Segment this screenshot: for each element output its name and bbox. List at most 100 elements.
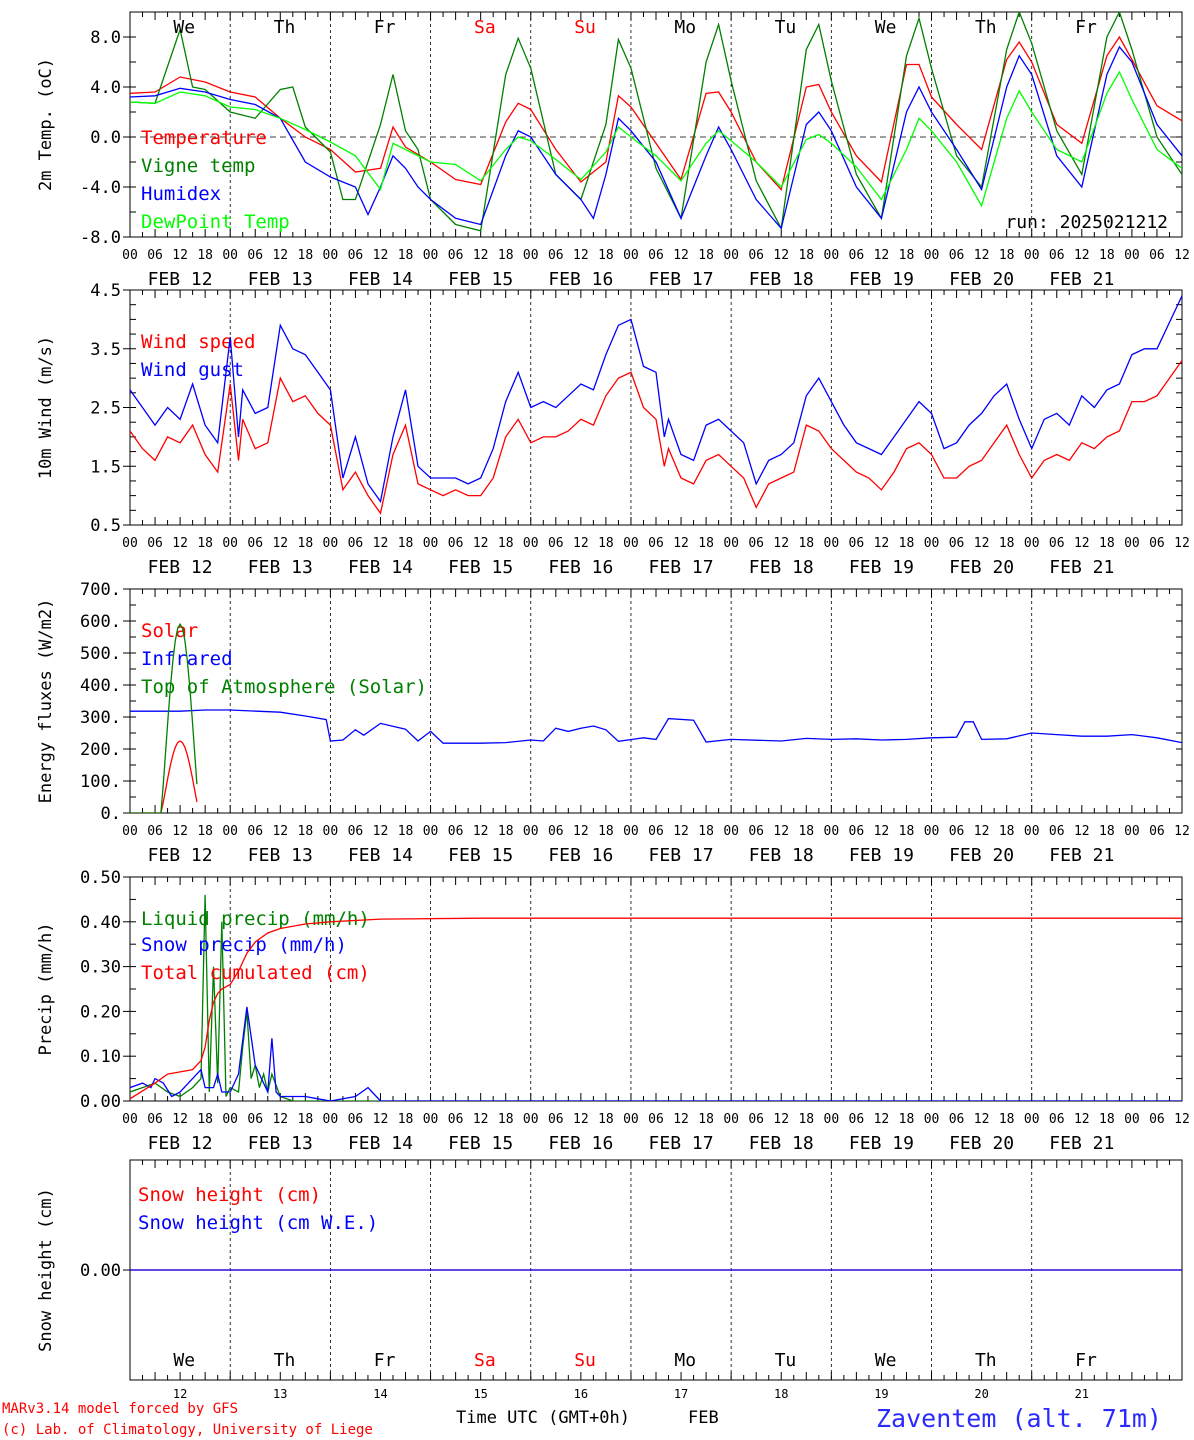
hour-tick-label: 06 xyxy=(949,824,965,839)
y-tick-label: 4.0 xyxy=(90,78,121,98)
hour-tick-label: 06 xyxy=(147,824,163,839)
hour-tick-label: 06 xyxy=(247,824,263,839)
hour-tick-label: 00 xyxy=(523,1112,539,1127)
date-label: FEB 13 xyxy=(248,845,313,866)
hour-tick-label: 00 xyxy=(1024,1112,1040,1127)
hour-tick-label: 06 xyxy=(247,248,263,263)
hour-tick-label: 18 xyxy=(398,536,414,551)
legend-entry: Solar xyxy=(141,620,198,642)
date-label: FEB 12 xyxy=(148,269,213,290)
hour-tick-label: 12 xyxy=(974,1112,990,1127)
hour-tick-label: 00 xyxy=(122,1112,138,1127)
hour-tick-label: 18 xyxy=(398,1112,414,1127)
hour-tick-label: 06 xyxy=(147,248,163,263)
hour-tick-label: 12 xyxy=(473,248,489,263)
day-name: Fr xyxy=(1075,1350,1097,1371)
hour-tick-label: 12 xyxy=(1074,248,1090,263)
hour-tick-label: 06 xyxy=(648,536,664,551)
date-label: FEB 13 xyxy=(248,557,313,578)
legend-entry: Temperature xyxy=(141,127,267,149)
y-tick-label: 500. xyxy=(80,644,121,664)
hour-tick-label: 00 xyxy=(924,248,940,263)
y-tick-label: 0. xyxy=(101,804,121,824)
hour-tick-label: 12 xyxy=(172,824,188,839)
day-number: 13 xyxy=(273,1387,287,1401)
date-label: FEB 21 xyxy=(1049,269,1114,290)
series-line-humidex xyxy=(130,45,1182,230)
hour-tick-label: 18 xyxy=(1099,824,1115,839)
hour-tick-label: 06 xyxy=(1149,1112,1165,1127)
hour-tick-label: 06 xyxy=(1049,824,1065,839)
y-tick-label: 0.5 xyxy=(90,516,121,536)
panel-4: 00 06 12 18 00 06 12 18 00 06 12 18 00 06 12 18 00 06 12 18… xyxy=(36,868,1190,1154)
date-label: FEB 19 xyxy=(849,557,914,578)
day-number: 12 xyxy=(173,1387,187,1401)
y-tick-label: 0.10 xyxy=(80,1047,121,1067)
hour-tick-label: 06 xyxy=(348,248,364,263)
legend-entry: Vigne temp xyxy=(141,155,255,177)
hour-tick-label: 00 xyxy=(222,1112,238,1127)
date-label: FEB 17 xyxy=(649,845,714,866)
hour-tick-label: 06 xyxy=(548,1112,564,1127)
date-label: FEB 12 xyxy=(148,1133,213,1154)
hour-tick-label: 06 xyxy=(448,824,464,839)
hour-tick-label: 00 xyxy=(824,1112,840,1127)
hour-tick-label: 06 xyxy=(548,824,564,839)
y-tick-label: 200. xyxy=(80,740,121,760)
hour-tick-label: 12 xyxy=(573,1112,589,1127)
hour-tick-label: 06 xyxy=(448,1112,464,1127)
y-axis-label: 10m Wind (m/s) xyxy=(36,336,56,479)
hour-tick-label: 06 xyxy=(748,536,764,551)
hour-tick-label: 12 xyxy=(773,536,789,551)
hour-tick-label: 18 xyxy=(598,824,614,839)
y-tick-label: 1.5 xyxy=(90,457,121,477)
hour-tick-label: 00 xyxy=(323,824,339,839)
hour-tick-label: 12 xyxy=(673,248,689,263)
y-tick-label: 2.5 xyxy=(90,399,121,419)
hour-tick-label: 12 xyxy=(573,248,589,263)
y-tick-label: 0.50 xyxy=(80,868,121,888)
hour-tick-label: 18 xyxy=(899,248,915,263)
hour-tick-label: 00 xyxy=(1024,248,1040,263)
hour-tick-label: 06 xyxy=(1049,536,1065,551)
y-tick-label: 0.00 xyxy=(80,1261,121,1281)
hour-tick-label: 06 xyxy=(348,1112,364,1127)
hour-tick-label: 00 xyxy=(122,536,138,551)
y-tick-label: 700. xyxy=(80,580,121,600)
series-line-top-of-atmosphere-solar- xyxy=(130,622,198,813)
hour-tick-label: 12 xyxy=(1174,536,1190,551)
hour-tick-label: 12 xyxy=(473,824,489,839)
hour-tick-label: 18 xyxy=(999,1112,1015,1127)
hour-tick-label: 12 xyxy=(1074,1112,1090,1127)
hour-tick-label: 18 xyxy=(698,536,714,551)
hour-tick-label: 12 xyxy=(874,248,890,263)
hour-tick-label: 18 xyxy=(999,536,1015,551)
day-name: Fr xyxy=(374,17,396,38)
hour-tick-label: 12 xyxy=(1174,248,1190,263)
day-name: We xyxy=(875,17,897,38)
hour-tick-label: 12 xyxy=(573,824,589,839)
hour-tick-label: 12 xyxy=(473,536,489,551)
panel-1: 00 06 12 18 00 06 12 18 00 06 12 18 00 06 12 18 00 06 12 18… xyxy=(36,11,1190,290)
series-line-wind-gust xyxy=(130,295,1182,504)
legend-entry: Liquid precip (mm/h) xyxy=(141,908,370,930)
date-label: FEB 14 xyxy=(348,269,413,290)
hour-tick-label: 00 xyxy=(924,536,940,551)
hour-tick-label: 18 xyxy=(1099,248,1115,263)
day-name: We xyxy=(875,1350,897,1371)
hour-tick-label: 00 xyxy=(1124,536,1140,551)
y-tick-label: -4.0 xyxy=(80,178,121,198)
hour-tick-label: 18 xyxy=(899,824,915,839)
hour-tick-label: 06 xyxy=(748,248,764,263)
date-label: FEB 18 xyxy=(749,1133,814,1154)
y-tick-label: 600. xyxy=(80,612,121,632)
panels: 00 06 12 18 00 06 12 18 00 06 12 18 00 06 12 18 00 06 12 18… xyxy=(36,11,1190,1401)
y-axis-label: Energy fluxes (W/m2) xyxy=(36,599,56,804)
day-name: We xyxy=(173,17,195,38)
hour-tick-label: 12 xyxy=(373,248,389,263)
day-number: 19 xyxy=(874,1387,888,1401)
hour-tick-label: 00 xyxy=(924,1112,940,1127)
hour-tick-label: 00 xyxy=(323,1112,339,1127)
series-line-total-cumulated-cm- xyxy=(130,917,1182,1100)
